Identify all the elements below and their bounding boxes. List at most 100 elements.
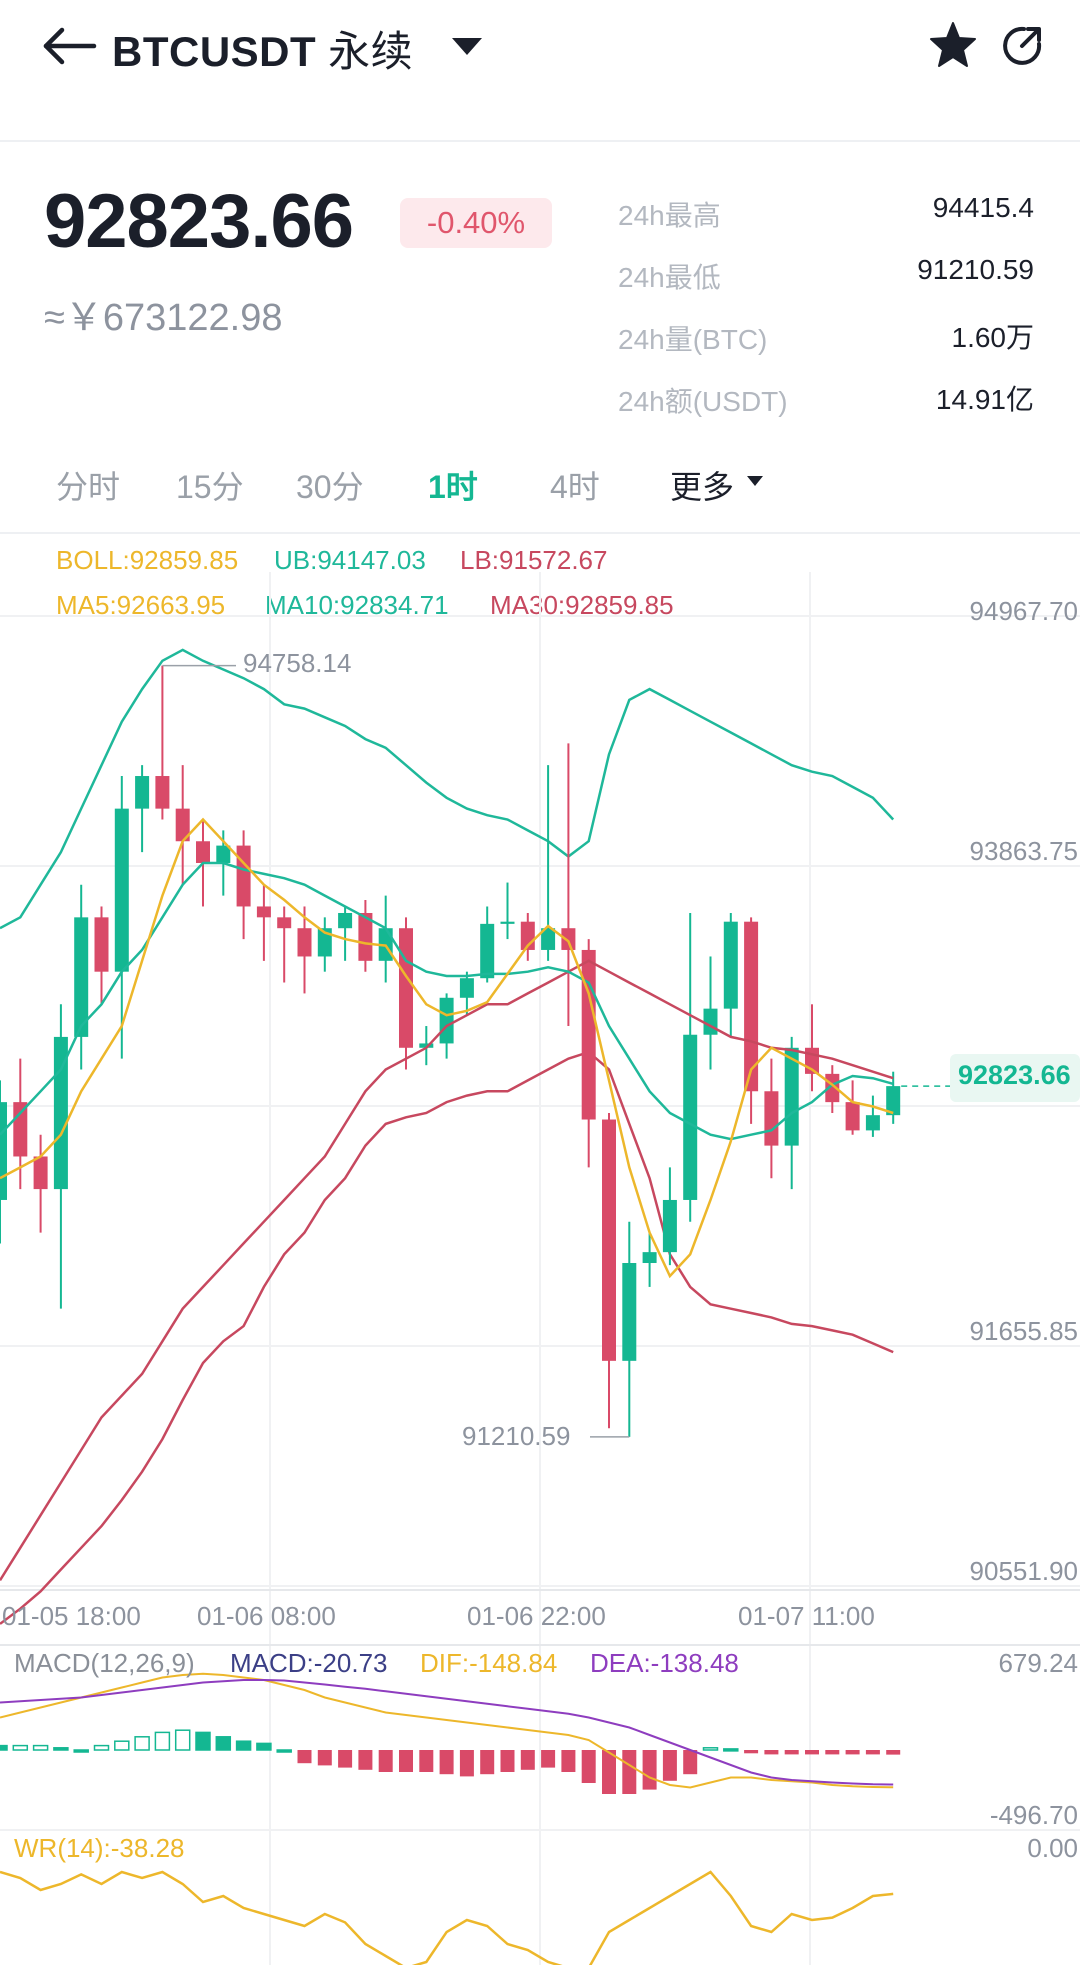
candle-body [13, 1102, 28, 1157]
high-marker-label: 94758.14 [243, 648, 352, 678]
candle-body [236, 845, 251, 907]
x-tick-label: 01-07 11:00 [738, 1601, 875, 1631]
y-tick-label: 93863.75 [969, 836, 1078, 866]
candle-body [683, 1034, 698, 1200]
macd-bar [784, 1750, 799, 1755]
macd-bar [805, 1750, 819, 1755]
caret-down-icon[interactable] [745, 474, 765, 488]
x-tick-label: 01-06 08:00 [197, 1601, 336, 1631]
candle-body [155, 776, 170, 809]
stat-label-volume: 24h量(BTC) [618, 324, 768, 355]
macd-bar [0, 1744, 8, 1751]
candle-body [135, 776, 150, 809]
stat-value-low: 91210.59 [917, 254, 1034, 285]
legend-dea: DEA:-138.48 [590, 1648, 739, 1678]
candle-body [33, 1156, 48, 1190]
share-icon[interactable] [1000, 24, 1044, 68]
tab-15m[interactable]: 15分 [176, 469, 244, 505]
macd-bar [297, 1750, 312, 1764]
wr-max-label: 0.00 [1027, 1833, 1078, 1863]
macd-bar [256, 1742, 272, 1751]
macd-bar [683, 1750, 698, 1775]
ma30-line [0, 959, 894, 1582]
macd-bar [662, 1750, 677, 1781]
wr-panel [0, 1870, 894, 1965]
macd-bar [886, 1750, 901, 1755]
candle-body [74, 917, 89, 1037]
candle-body [500, 921, 515, 924]
macd-bar [114, 1740, 130, 1751]
low-marker-label: 91210.59 [462, 1421, 571, 1451]
macd-bar [53, 1747, 69, 1751]
star-icon[interactable] [928, 20, 978, 70]
candle-body [662, 1199, 677, 1253]
macd-bar [764, 1750, 779, 1755]
x-tick-label: 01-06 22:00 [467, 1601, 606, 1631]
macd-bar [541, 1750, 556, 1768]
bollinger-bands [0, 648, 895, 1625]
tab-1h[interactable]: 1时 [428, 469, 478, 505]
macd-bar [317, 1750, 332, 1766]
candle-body [764, 1091, 779, 1146]
candle-body [277, 917, 292, 929]
caret-down-icon[interactable] [450, 34, 484, 58]
macd-bar [195, 1731, 211, 1751]
legend-dif: DIF:-148.84 [420, 1648, 558, 1678]
macd-bar [378, 1750, 393, 1772]
macd-bar [134, 1736, 150, 1751]
macd-bar [744, 1750, 759, 1754]
candle-body [297, 928, 312, 957]
macd-bar [459, 1750, 474, 1777]
macd-bar [561, 1750, 576, 1772]
candle-body [196, 841, 210, 863]
candle-body [622, 1263, 637, 1361]
change-percent-badge: -0.40% [400, 198, 552, 248]
back-arrow-icon[interactable] [40, 26, 100, 66]
tab-more[interactable]: 更多 [670, 469, 735, 505]
candle-body [480, 923, 495, 979]
stat-label-high: 24h最高 [618, 200, 721, 231]
legend-ub: UB:94147.03 [274, 545, 426, 575]
chart-grid [0, 572, 1080, 1965]
tab-timeshare[interactable]: 分时 [56, 469, 121, 505]
candle-body [886, 1086, 901, 1116]
symbol-name: BTCUSDT [112, 28, 317, 75]
stat-value-volume: 1.60万 [951, 322, 1035, 353]
macd-bar [215, 1736, 232, 1751]
candle-body [216, 845, 231, 863]
macd-bar [642, 1750, 657, 1790]
candle-body [784, 1047, 799, 1146]
ma5-line [0, 817, 894, 1279]
macd-bar [825, 1750, 840, 1755]
macd-bar [174, 1729, 191, 1751]
wr-line [0, 1870, 894, 1965]
candle-body [94, 917, 109, 972]
macd-bar [93, 1744, 110, 1751]
legend-macd-title: MACD(12,26,9) [14, 1648, 195, 1678]
macd-bar [32, 1744, 49, 1751]
legend-lb: LB:91572.67 [460, 545, 608, 575]
macd-bar [73, 1749, 89, 1753]
candle-body [845, 1102, 860, 1131]
tab-30m[interactable]: 30分 [296, 469, 364, 505]
macd-min-label: -496.70 [989, 1800, 1078, 1830]
macd-bar [358, 1750, 373, 1770]
candle-body [602, 1119, 616, 1361]
y-tick-label: 90551.90 [969, 1556, 1078, 1586]
stat-value-turnover: 14.91亿 [935, 384, 1034, 415]
macd-bar [338, 1750, 353, 1768]
candle-body [744, 921, 759, 1092]
moving-average-lines [0, 664, 950, 1582]
candle-body [175, 808, 190, 842]
macd-max-label: 679.24 [998, 1648, 1078, 1678]
macd-bar [276, 1749, 292, 1753]
candle-body [399, 928, 413, 1048]
last-price: 92823.66 [44, 179, 354, 264]
candle-body [439, 997, 454, 1044]
tab-4h[interactable]: 4时 [550, 469, 600, 505]
macd-bar [480, 1750, 495, 1775]
symbol-title[interactable]: BTCUSDT 永续 [112, 18, 413, 79]
candle-body [459, 978, 474, 998]
candle-body [338, 912, 353, 929]
